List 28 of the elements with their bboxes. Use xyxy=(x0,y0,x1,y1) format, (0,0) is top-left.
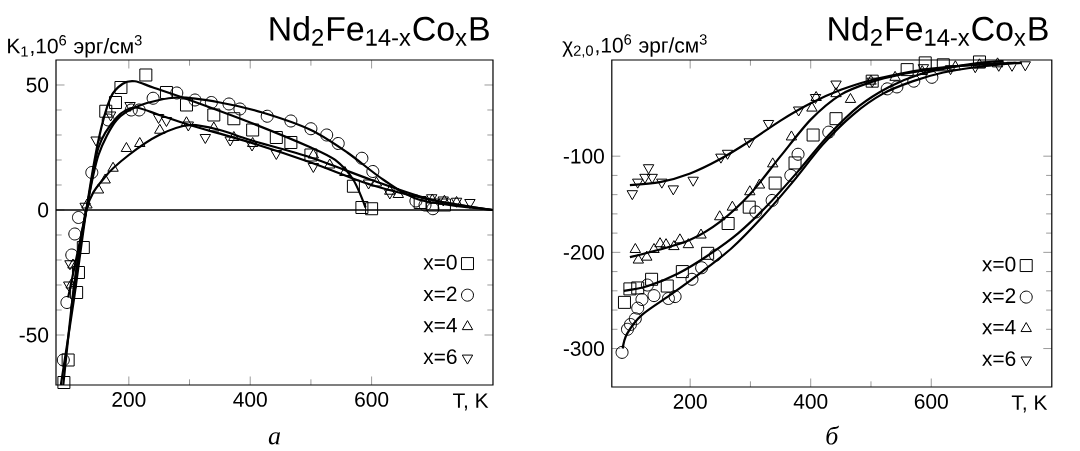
x-tick-label: 400 xyxy=(793,394,828,409)
x-axis-title: T, K xyxy=(1011,395,1048,413)
chart-title: Nd$_{2}$Fe$_{14-x}$Co$_{x}$B xyxy=(270,15,489,46)
y-axis-title: K$_{1}$,10$^{6}$ эрг/см$^{3}$ xyxy=(8,35,142,58)
text: а xyxy=(268,432,280,445)
x-axis-title: T, K xyxy=(453,393,489,411)
legend-label: x=0 xyxy=(423,254,457,270)
y-tick-label: -300 xyxy=(563,341,604,356)
legend-label: x=6 xyxy=(982,351,1016,367)
legend-label: x=4 xyxy=(982,319,1016,335)
y-tick-label: -50 xyxy=(19,327,49,343)
y-tick-label: -200 xyxy=(563,244,604,260)
y-axis-title: χ$_{2,0}$,10$^{6}$ эрг/см$^{3}$ xyxy=(562,34,707,58)
y-tick-label: 0 xyxy=(38,202,49,218)
x-tick-label: 600 xyxy=(355,392,389,407)
legend-label: x=0 xyxy=(982,256,1016,272)
legend-label: x=2 xyxy=(423,286,457,301)
x-tick-label: 200 xyxy=(112,392,146,407)
legend-label: x=2 xyxy=(982,288,1016,303)
x-tick-label: 600 xyxy=(914,394,948,409)
chart-title: Nd$_{2}$Fe$_{14-x}$Co$_{x}$B xyxy=(829,15,1048,46)
y-tick-label: 50 xyxy=(26,77,49,93)
x-tick-label: 200 xyxy=(673,394,707,409)
legend-label: x=4 xyxy=(423,317,457,333)
x-tick-label: 400 xyxy=(233,392,267,407)
text: б xyxy=(826,425,840,445)
legend-label: x=6 xyxy=(423,349,457,365)
y-tick-label: -100 xyxy=(563,148,604,164)
